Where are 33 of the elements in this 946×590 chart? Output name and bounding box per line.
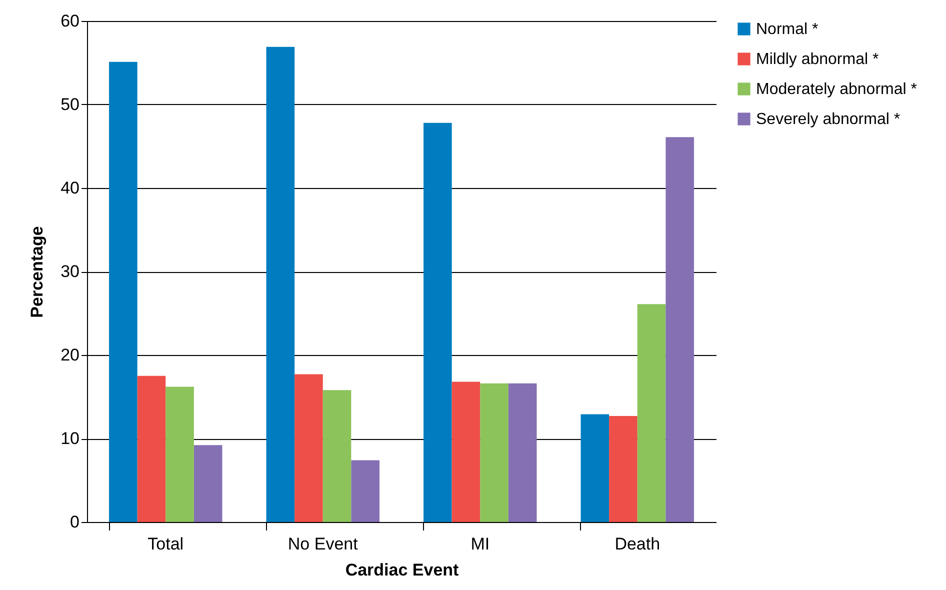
- bar: [322, 390, 352, 522]
- bar: [480, 383, 508, 522]
- bar: [508, 383, 537, 522]
- y-tick-label: 50: [60, 95, 80, 114]
- y-tick-label: 0: [70, 512, 80, 532]
- y-tick-label: 40: [60, 178, 80, 198]
- x-axis-title: Cardiac Event: [345, 560, 460, 580]
- bar: [266, 46, 295, 522]
- bar: [580, 414, 610, 522]
- y-tick-label: 30: [60, 262, 80, 281]
- bar: [109, 62, 138, 522]
- x-tick-label: No Event: [288, 534, 358, 554]
- y-tick-label: 10: [60, 429, 80, 448]
- legend-label: Severely abnormal *: [756, 111, 900, 128]
- y-axis-title: Percentage: [28, 226, 47, 318]
- bar: [194, 445, 222, 522]
- legend-label: Normal *: [756, 21, 818, 38]
- bar: [294, 374, 323, 522]
- x-tick-label: Death: [614, 534, 660, 554]
- bar: [637, 304, 666, 522]
- legend-label: Moderately abnormal *: [756, 81, 917, 98]
- bar: [666, 137, 694, 522]
- bar: [452, 382, 480, 522]
- bar: [351, 460, 380, 522]
- bar: [424, 122, 452, 522]
- bar: [166, 386, 194, 522]
- x-tick-label: MI: [470, 534, 490, 554]
- legend-label: Mildly abnormal *: [756, 51, 879, 68]
- x-tick-label: Total: [148, 534, 184, 554]
- bar: [609, 416, 638, 522]
- y-tick-label: 60: [60, 12, 80, 30]
- y-tick-label: 20: [60, 346, 80, 364]
- bar: [137, 376, 166, 522]
